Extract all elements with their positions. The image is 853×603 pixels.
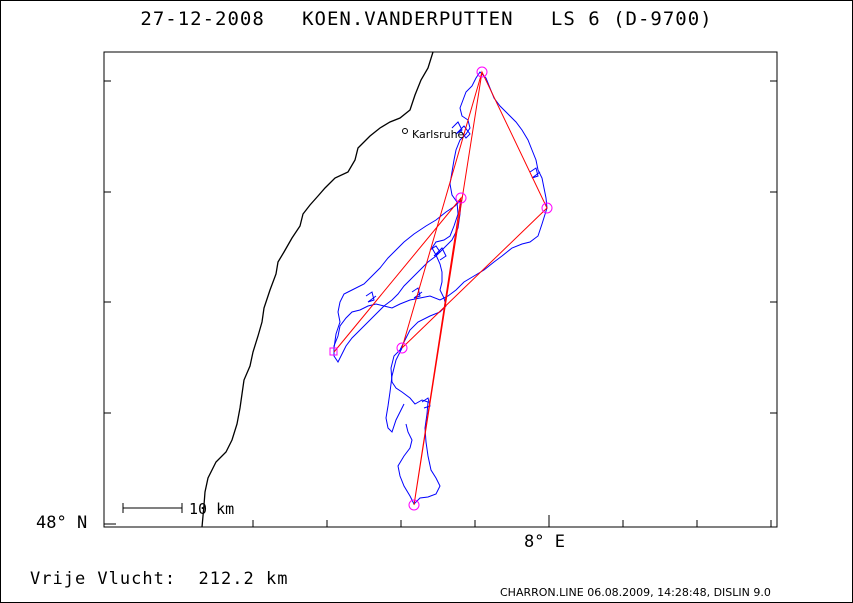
gps-track: [333, 71, 548, 505]
distance-label: Vrije Vlucht:: [30, 569, 177, 589]
gps-track-thermal: [365, 291, 377, 303]
gps-track-thermal: [421, 397, 431, 409]
flight-title: 27-12-2008 KOEN.VANDERPUTTEN LS 6 (D-970…: [0, 8, 853, 30]
footer-info: CHARRON.LINE 06.08.2009, 14:28:48, DISLI…: [500, 586, 771, 599]
axis-ticks: [104, 80, 777, 527]
distance-value: 212.2 km: [198, 569, 289, 589]
pilot-name: KOEN.VANDERPUTTEN: [302, 8, 514, 30]
glider-type: LS 6 (D-9700): [550, 8, 713, 30]
gps-track-segment: [385, 347, 405, 433]
longitude-label: 8° E: [524, 532, 565, 552]
city-marker: [402, 128, 408, 134]
turnpoints: [329, 66, 553, 511]
city-label: Karlsruhe: [412, 128, 465, 141]
scale-bar: [122, 503, 183, 513]
flight-date: 27-12-2008: [140, 8, 265, 30]
task-legs: [333, 70, 548, 506]
turnpoint-circle: [396, 342, 408, 354]
gps-track-segment: [397, 423, 415, 505]
turnpoint-circle: [541, 202, 553, 214]
rhine-river-line: [201, 51, 434, 528]
start-point-marker: [329, 347, 338, 356]
turnpoint-circle: [455, 192, 467, 204]
turnpoint-circle: [476, 66, 488, 78]
scale-bar-label: 10 km: [189, 500, 235, 518]
flight-distance: Vrije Vlucht: 212.2 km: [30, 569, 288, 589]
task-leg-cross: [401, 71, 483, 349]
gps-track-thermal: [429, 245, 447, 261]
turnpoint-circle: [408, 499, 420, 511]
latitude-label: 48° N: [36, 513, 88, 533]
map-frame: [103, 51, 778, 528]
gps-track-thermal: [529, 167, 541, 179]
gps-track-thermal: [451, 121, 471, 139]
gps-track-segment: [333, 199, 462, 349]
